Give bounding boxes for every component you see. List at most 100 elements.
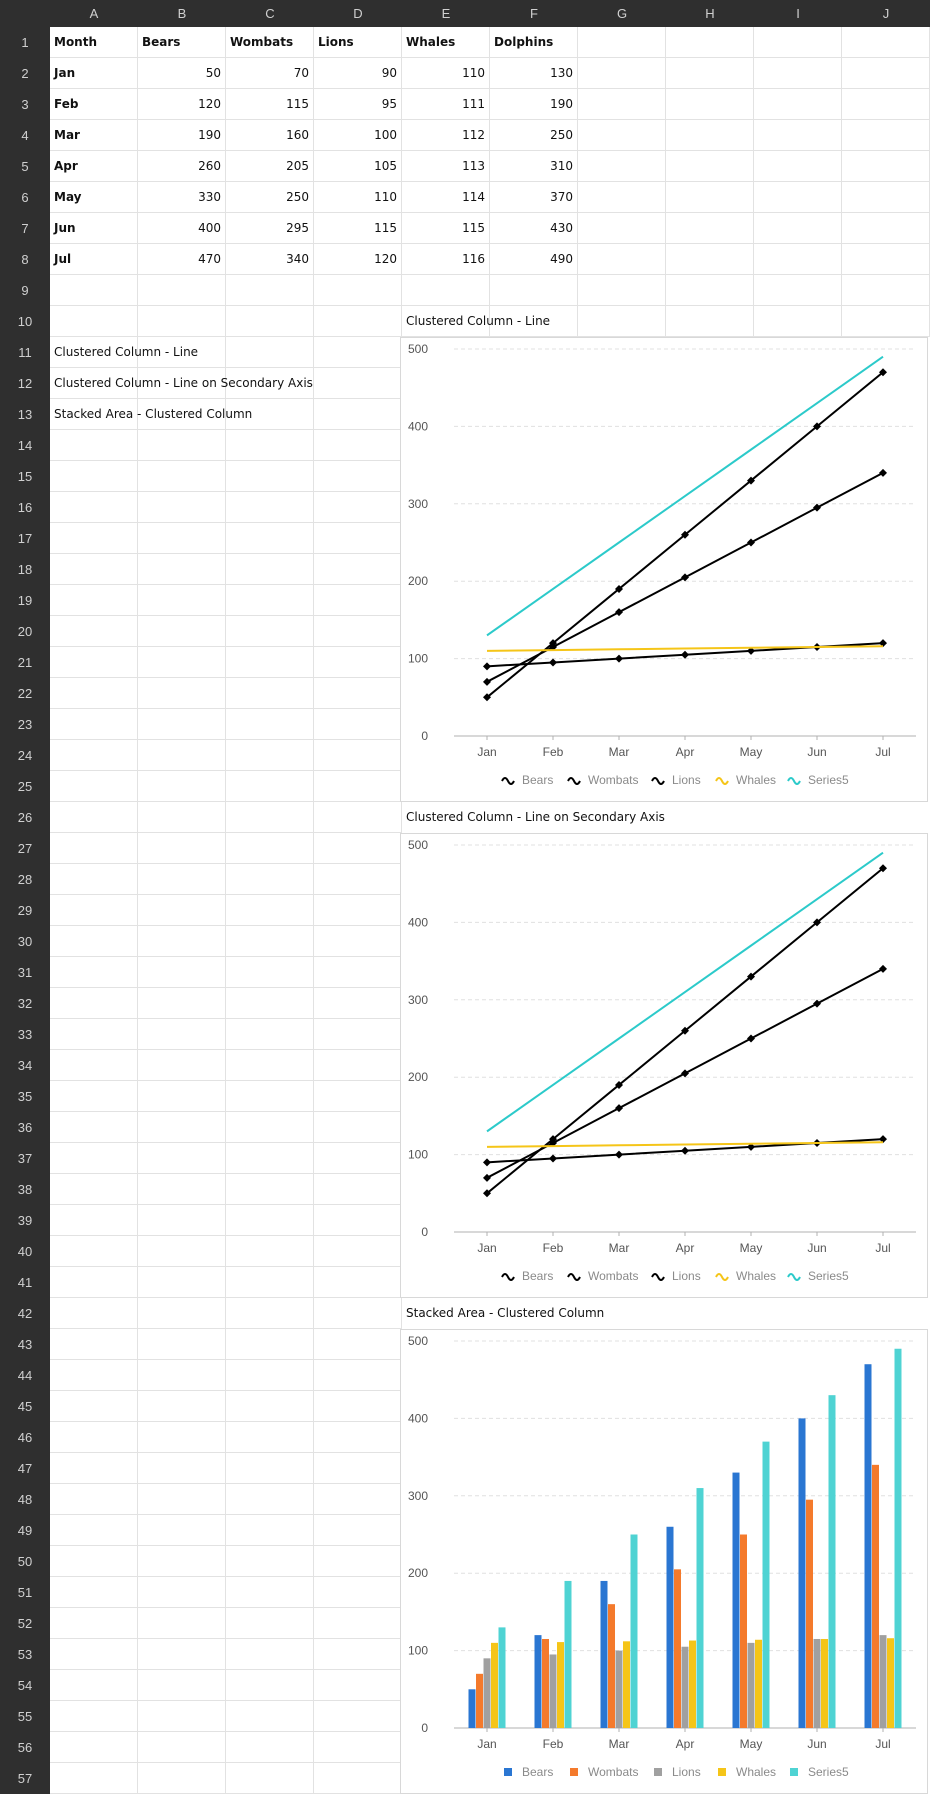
- cell-b53[interactable]: [138, 1639, 226, 1670]
- cell-b22[interactable]: [138, 678, 226, 709]
- data-point-lions[interactable]: [747, 1142, 755, 1151]
- cell-b27[interactable]: [138, 833, 226, 864]
- cell-i6[interactable]: [754, 182, 842, 213]
- cell-d26[interactable]: [314, 802, 402, 833]
- cell-d52[interactable]: [314, 1608, 402, 1639]
- row-header-15[interactable]: 15: [17, 469, 33, 484]
- bar-wombats[interactable]: [674, 1569, 681, 1728]
- cell-b57[interactable]: [138, 1763, 226, 1794]
- cell-h10[interactable]: [666, 306, 754, 337]
- cell-b46[interactable]: [138, 1422, 226, 1453]
- value-cell[interactable]: 50: [138, 58, 226, 89]
- value-cell[interactable]: 113: [402, 151, 490, 182]
- row-header-8[interactable]: 8: [21, 252, 29, 267]
- row-header-40[interactable]: 40: [17, 1244, 33, 1259]
- bar-lions[interactable]: [747, 1642, 755, 1728]
- value-cell[interactable]: 110: [402, 58, 490, 89]
- cell-d15[interactable]: [314, 461, 402, 492]
- data-point-lions[interactable]: [615, 1150, 623, 1159]
- bar-lions[interactable]: [549, 1654, 557, 1728]
- row-header-12[interactable]: 12: [17, 376, 33, 391]
- cell-b19[interactable]: [138, 585, 226, 616]
- row-header-48[interactable]: 48: [17, 1492, 33, 1507]
- cell-g8[interactable]: [578, 244, 666, 275]
- cell-i4[interactable]: [754, 120, 842, 151]
- row-header-2[interactable]: 2: [21, 66, 29, 81]
- cell-j9[interactable]: [842, 275, 930, 306]
- cell-d53[interactable]: [314, 1639, 402, 1670]
- row-header-33[interactable]: 33: [17, 1027, 33, 1042]
- row-header-25[interactable]: 25: [17, 779, 33, 794]
- value-cell[interactable]: 130: [490, 58, 578, 89]
- cell-a24[interactable]: [50, 740, 138, 771]
- cell-h5[interactable]: [666, 151, 754, 182]
- cell-c57[interactable]: [226, 1763, 314, 1794]
- cell-a35[interactable]: [50, 1081, 138, 1112]
- row-header-7[interactable]: 7: [21, 221, 29, 236]
- cell-d40[interactable]: [314, 1236, 402, 1267]
- cell-b21[interactable]: [138, 647, 226, 678]
- data-point-lions[interactable]: [549, 658, 557, 667]
- column-header-a[interactable]: A: [89, 6, 99, 21]
- data-point-wombats[interactable]: [813, 999, 821, 1008]
- cell-b16[interactable]: [138, 492, 226, 523]
- note-cell-a13[interactable]: Stacked Area - Clustered Column: [50, 399, 252, 430]
- cell-c14[interactable]: [226, 430, 314, 461]
- cell-d34[interactable]: [314, 1050, 402, 1081]
- cell-a40[interactable]: [50, 1236, 138, 1267]
- cell-b17[interactable]: [138, 523, 226, 554]
- cell-a45[interactable]: [50, 1391, 138, 1422]
- bar-series5[interactable]: [762, 1441, 770, 1728]
- row-header-34[interactable]: 34: [17, 1058, 33, 1073]
- cell-d32[interactable]: [314, 988, 402, 1019]
- cell-d19[interactable]: [314, 585, 402, 616]
- row-header-45[interactable]: 45: [17, 1399, 33, 1414]
- cell-c37[interactable]: [226, 1143, 314, 1174]
- bar-wombats[interactable]: [806, 1499, 813, 1728]
- bar-wombats[interactable]: [608, 1604, 615, 1728]
- cell-a46[interactable]: [50, 1422, 138, 1453]
- value-cell[interactable]: 112: [402, 120, 490, 151]
- row-header-6[interactable]: 6: [21, 190, 29, 205]
- data-point-wombats[interactable]: [879, 964, 887, 973]
- header-cell-f[interactable]: Dolphins: [490, 27, 578, 58]
- cell-d39[interactable]: [314, 1205, 402, 1236]
- bar-lions[interactable]: [615, 1650, 623, 1728]
- row-header-23[interactable]: 23: [17, 717, 33, 732]
- cell-c26[interactable]: [226, 802, 314, 833]
- bar-series5[interactable]: [828, 1395, 836, 1728]
- row-header-27[interactable]: 27: [17, 841, 33, 856]
- cell-f9[interactable]: [490, 275, 578, 306]
- cell-b49[interactable]: [138, 1515, 226, 1546]
- cell-c13[interactable]: [226, 399, 314, 430]
- cell-b50[interactable]: [138, 1546, 226, 1577]
- cell-d28[interactable]: [314, 864, 402, 895]
- cell-d14[interactable]: [314, 430, 402, 461]
- bar-whales[interactable]: [821, 1638, 828, 1728]
- data-point-bears[interactable]: [813, 422, 821, 431]
- row-header-29[interactable]: 29: [17, 903, 33, 918]
- data-point-bears[interactable]: [879, 368, 887, 377]
- data-point-lions[interactable]: [681, 650, 689, 659]
- row-header-47[interactable]: 47: [17, 1461, 33, 1476]
- cell-c17[interactable]: [226, 523, 314, 554]
- row-header-18[interactable]: 18: [17, 562, 33, 577]
- bar-whales[interactable]: [689, 1640, 696, 1728]
- cell-a27[interactable]: [50, 833, 138, 864]
- cell-c19[interactable]: [226, 585, 314, 616]
- bar-series5[interactable]: [564, 1580, 572, 1728]
- row-header-5[interactable]: 5: [21, 159, 29, 174]
- cell-e10[interactable]: [402, 306, 490, 337]
- row-header-3[interactable]: 3: [21, 97, 29, 112]
- cell-a9[interactable]: [50, 275, 138, 306]
- cell-g7[interactable]: [578, 213, 666, 244]
- cell-b48[interactable]: [138, 1484, 226, 1515]
- cell-a16[interactable]: [50, 492, 138, 523]
- cell-a32[interactable]: [50, 988, 138, 1019]
- cell-c50[interactable]: [226, 1546, 314, 1577]
- month-cell[interactable]: Apr: [50, 151, 138, 182]
- cell-a23[interactable]: [50, 709, 138, 740]
- cell-c51[interactable]: [226, 1577, 314, 1608]
- cell-c36[interactable]: [226, 1112, 314, 1143]
- month-cell[interactable]: Feb: [50, 89, 138, 120]
